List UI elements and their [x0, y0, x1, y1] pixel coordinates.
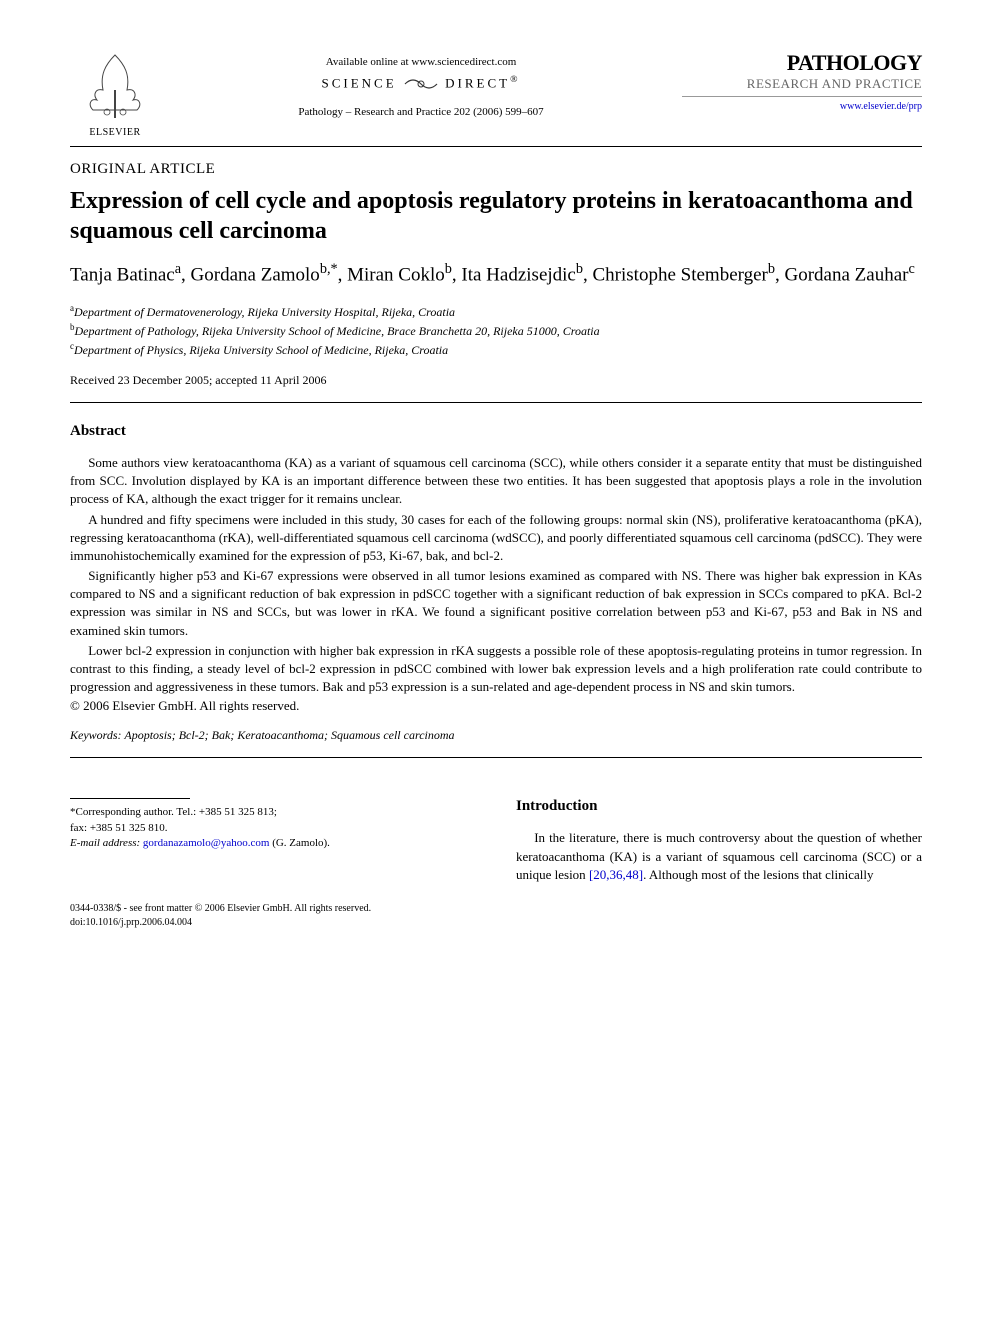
footnote-rule	[70, 798, 190, 799]
corresponding-footnote: *Corresponding author. Tel.: +385 51 325…	[70, 805, 476, 851]
article-type: ORIGINAL ARTICLE	[70, 161, 922, 178]
article-title: Expression of cell cycle and apoptosis r…	[70, 186, 922, 246]
affiliation-line: aDepartment of Dermatovenerology, Rijeka…	[70, 302, 922, 321]
right-column: Introduction In the literature, there is…	[516, 798, 922, 884]
sciencedirect-right: DIRECT	[445, 75, 510, 90]
keywords-values: Apoptosis; Bcl-2; Bak; Keratoacanthoma; …	[124, 728, 454, 742]
intro-refs[interactable]: [20,36,48]	[589, 867, 643, 882]
abstract-end-rule	[70, 757, 922, 758]
author-list: Tanja Batinaca, Gordana Zamolob,*, Miran…	[70, 260, 922, 288]
corresponding-email-line: E-mail address: gordanazamolo@yahoo.com …	[70, 836, 476, 851]
citation-line: Pathology – Research and Practice 202 (2…	[160, 106, 682, 118]
elsevier-tree-icon	[85, 50, 145, 120]
keywords-line: Keywords: Apoptosis; Bcl-2; Bak; Keratoa…	[70, 728, 922, 743]
email-label: E-mail address:	[70, 837, 140, 849]
available-online-text: Available online at www.sciencedirect.co…	[160, 56, 682, 68]
journal-divider	[682, 96, 922, 97]
keywords-label: Keywords:	[70, 728, 122, 742]
article-dates: Received 23 December 2005; accepted 11 A…	[70, 373, 922, 388]
abstract-paragraph: Lower bcl-2 expression in conjunction wi…	[70, 642, 922, 697]
abstract-paragraph: Significantly higher p53 and Ki-67 expre…	[70, 567, 922, 640]
elsevier-logo-block: ELSEVIER	[70, 50, 160, 138]
journal-url[interactable]: www.elsevier.de/prp	[682, 101, 922, 112]
header-center: Available online at www.sciencedirect.co…	[160, 50, 682, 118]
journal-name-main: PATHOLOGY	[682, 50, 922, 76]
page-header: ELSEVIER Available online at www.science…	[70, 50, 922, 138]
header-rule	[70, 146, 922, 147]
email-address[interactable]: gordanazamolo@yahoo.com	[143, 837, 270, 849]
abstract-paragraph: A hundred and fifty specimens were inclu…	[70, 511, 922, 566]
affiliation-line: cDepartment of Physics, Rijeka Universit…	[70, 340, 922, 359]
abstract-heading: Abstract	[70, 423, 922, 440]
corresponding-tel: *Corresponding author. Tel.: +385 51 325…	[70, 805, 476, 820]
intro-text-2: . Although most of the lesions that clin…	[643, 867, 873, 882]
sciencedirect-logo: SCIENCE DIRECT®	[160, 74, 682, 94]
bottom-matter: 0344-0338/$ - see front matter © 2006 El…	[70, 902, 922, 930]
abstract-body: Some authors view keratoacanthoma (KA) a…	[70, 454, 922, 696]
lower-columns: *Corresponding author. Tel.: +385 51 325…	[70, 798, 922, 884]
introduction-heading: Introduction	[516, 798, 922, 815]
issn-line: 0344-0338/$ - see front matter © 2006 El…	[70, 902, 922, 916]
journal-name-sub: RESEARCH AND PRACTICE	[682, 76, 922, 92]
introduction-paragraph: In the literature, there is much controv…	[516, 829, 922, 884]
abstract-copyright: © 2006 Elsevier GmbH. All rights reserve…	[70, 698, 922, 714]
abstract-paragraph: Some authors view keratoacanthoma (KA) a…	[70, 454, 922, 509]
email-author: (G. Zamolo).	[272, 837, 330, 849]
sciencedirect-left: SCIENCE	[321, 75, 396, 90]
corresponding-fax: fax: +385 51 325 810.	[70, 821, 476, 836]
elsevier-label: ELSEVIER	[70, 127, 160, 138]
sciencedirect-swirl-icon	[403, 74, 439, 94]
front-matter-rule	[70, 402, 922, 403]
journal-title-block: PATHOLOGY RESEARCH AND PRACTICE www.else…	[682, 50, 922, 112]
affiliations: aDepartment of Dermatovenerology, Rijeka…	[70, 302, 922, 359]
doi-line: doi:10.1016/j.prp.2006.04.004	[70, 916, 922, 930]
left-column: *Corresponding author. Tel.: +385 51 325…	[70, 798, 476, 884]
affiliation-line: bDepartment of Pathology, Rijeka Univers…	[70, 321, 922, 340]
